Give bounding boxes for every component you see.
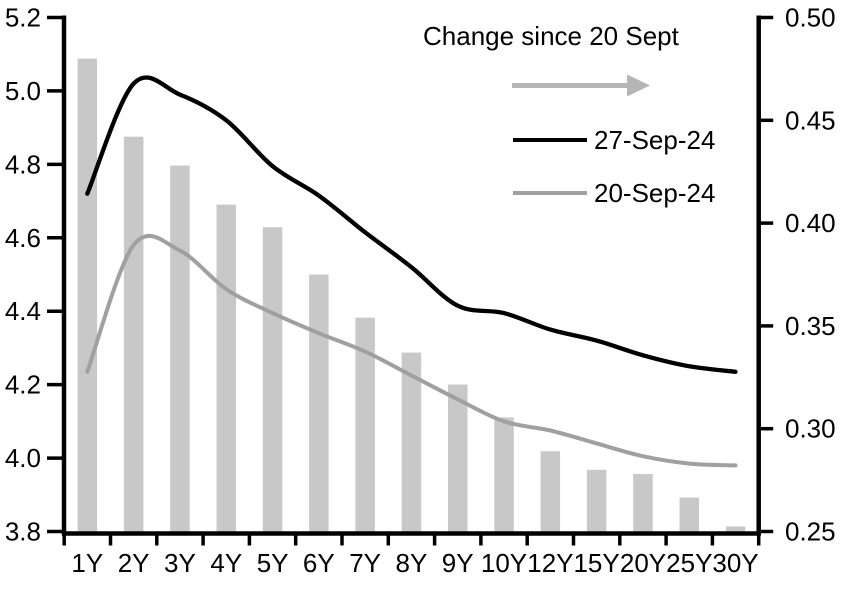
x-axis-category-label: 25Y [666, 548, 712, 578]
x-axis-category-label: 3Y [164, 548, 196, 578]
bar-8Y [401, 352, 422, 534]
legend-title: Change since 20 Sept [423, 21, 679, 51]
x-axis-category-label: 15Y [573, 548, 619, 578]
bar-10Y [494, 417, 514, 534]
line-swatch-20sep-icon [513, 190, 587, 196]
right-axis-tick-label: 0.40 [785, 208, 836, 238]
left-axis-tick-label: 4.0 [5, 443, 41, 473]
bar-3Y [170, 165, 190, 534]
legend-label-27sep: 27-Sep-24 [594, 124, 716, 155]
bar-15Y [586, 469, 607, 534]
x-axis-category-label: 5Y [257, 548, 289, 578]
left-axis-tick-label: 3.8 [5, 517, 41, 547]
legend-label-20sep: 20-Sep-24 [594, 177, 716, 208]
change-arrow-icon [512, 74, 650, 97]
legend-item-20sep: 20-Sep-24 [513, 177, 716, 208]
axes [61, 15, 761, 536]
x-axis-category-label: 9Y [442, 548, 474, 578]
right-axis-tick-label: 0.30 [785, 414, 836, 444]
right-axis-tick-label: 0.50 [785, 3, 836, 33]
x-axis-category-label: 7Y [349, 548, 381, 578]
right-axis-tick-label: 0.25 [785, 517, 836, 547]
bar-20Y [633, 473, 653, 534]
x-axis-category-label: 12Y [527, 548, 573, 578]
x-axis-category-label: 20Y [620, 548, 666, 578]
left-axis-tick-label: 5.2 [5, 3, 41, 33]
x-axis-category-label: 6Y [303, 548, 335, 578]
x-axis-category-label: 2Y [118, 548, 150, 578]
left-axis-tick-label: 4.8 [5, 149, 41, 179]
bar-2Y [123, 136, 144, 534]
x-axis-category-label: 30Y [712, 548, 758, 578]
left-axis-tick-label: 4.2 [5, 370, 41, 400]
right-axis-tick-label: 0.45 [785, 105, 836, 135]
series-line-20-Sep-24 [85, 233, 738, 468]
bar-9Y [448, 384, 468, 534]
left-axis-tick-label: 5.0 [5, 76, 41, 106]
tick-marks [47, 15, 774, 546]
left-axis-tick-label: 4.4 [5, 296, 41, 326]
x-axis-category-label: 4Y [210, 548, 242, 578]
bar-25Y [679, 497, 699, 534]
bar-6Y [309, 274, 329, 534]
x-axis-category-label: 10Y [481, 548, 527, 578]
bar-1Y [77, 58, 98, 534]
bar-5Y [262, 227, 283, 534]
tick-labels: 5.2 5.0 4.8 4.6 4.4 4.2 4.0 3.8 0.50 0.45 0.40 0.35… [5, 3, 836, 579]
left-axis-tick-label: 4.6 [5, 223, 41, 253]
line-swatch-27sep-icon [513, 137, 587, 143]
legend-item-27sep: 27-Sep-24 [513, 124, 716, 155]
bar-4Y [216, 204, 236, 534]
bar-12Y [540, 451, 561, 534]
arrow-head [627, 74, 650, 97]
series-line-27-Sep-24 [85, 75, 738, 374]
bar-30Y [725, 526, 746, 534]
bar-7Y [355, 317, 375, 534]
right-axis-tick-label: 0.35 [785, 311, 836, 341]
x-axis-category-label: 8Y [395, 548, 427, 578]
x-axis-category-label: 1Y [71, 548, 103, 578]
